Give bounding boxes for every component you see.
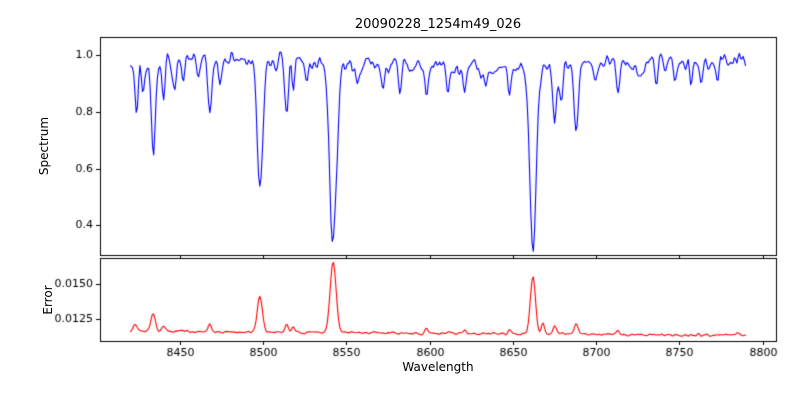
y-axis-label-error: Error bbox=[41, 285, 55, 315]
figure-title: 20090228_1254m49_026 bbox=[354, 17, 522, 32]
x-axis-label: Wavelength bbox=[402, 360, 474, 374]
y-axis-label-spectrum: Spectrum bbox=[37, 116, 51, 176]
